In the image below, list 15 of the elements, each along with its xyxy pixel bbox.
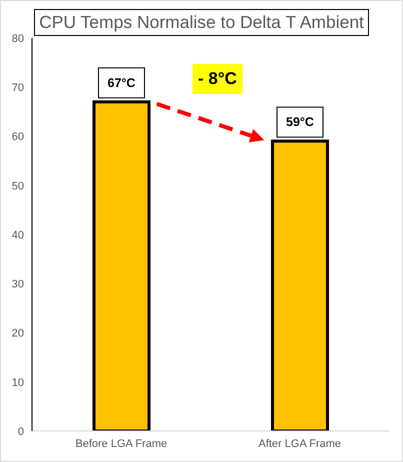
y-tick-label: 80 bbox=[12, 32, 24, 45]
y-tick-label: 30 bbox=[12, 278, 24, 291]
data-label: 59°C bbox=[286, 115, 314, 130]
x-tick-label: After LGA Frame bbox=[258, 438, 342, 450]
annotation: - 8°C bbox=[192, 64, 243, 94]
y-tick-label: 10 bbox=[12, 376, 24, 389]
x-tick-label: Before LGA Frame bbox=[75, 438, 168, 450]
y-tick-label: 60 bbox=[12, 131, 24, 144]
y-tick-label: 70 bbox=[12, 82, 24, 94]
y-tick-label: 50 bbox=[12, 180, 24, 192]
y-tick-label: 40 bbox=[12, 229, 24, 242]
y-tick-label: 20 bbox=[12, 328, 24, 340]
data-label: 67°C bbox=[108, 76, 136, 90]
chart-title: CPU Temps Normalise to Delta T Ambient bbox=[34, 9, 369, 36]
y-tick-label: 0 bbox=[18, 426, 24, 438]
